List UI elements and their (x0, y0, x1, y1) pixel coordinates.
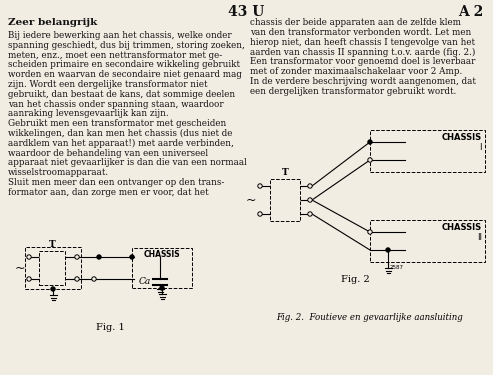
Circle shape (27, 255, 31, 259)
Text: I: I (480, 143, 482, 152)
Text: In de verdere beschrijving wordt aangenomen, dat: In de verdere beschrijving wordt aangeno… (250, 77, 476, 86)
Text: Fig. 1: Fig. 1 (96, 323, 124, 332)
Text: aardklem van het apparaat!) met aarde verbinden,: aardklem van het apparaat!) met aarde ve… (8, 139, 234, 148)
Text: gebruikt, dan bestaat de kans, dat sommige deelen: gebruikt, dan bestaat de kans, dat sommi… (8, 90, 235, 99)
Text: Fig. 2.  Foutieve en gevaarlijke aansluiting: Fig. 2. Foutieve en gevaarlijke aansluit… (277, 313, 463, 322)
Circle shape (130, 255, 134, 259)
Bar (370, 220, 485, 262)
Text: scheiden primaire en secondaire wikkeling gebruikt: scheiden primaire en secondaire wikkelin… (8, 60, 240, 69)
Text: van het chassis onder spanning staan, waardoor: van het chassis onder spanning staan, wa… (8, 100, 224, 109)
Text: ~: ~ (14, 261, 25, 274)
Text: CHASSIS: CHASSIS (442, 133, 482, 142)
Circle shape (27, 277, 31, 281)
Circle shape (386, 248, 390, 252)
Text: worden en waarvan de secondaire niet genaard mag: worden en waarvan de secondaire niet gen… (8, 70, 242, 79)
Circle shape (308, 198, 312, 202)
Text: meten, enz., moet een nettransformator met ge-: meten, enz., moet een nettransformator m… (8, 51, 222, 60)
Circle shape (75, 255, 79, 259)
Text: Ca: Ca (139, 276, 151, 285)
Text: een dergelijken transformator gebruikt wordt.: een dergelijken transformator gebruikt w… (250, 87, 456, 96)
Circle shape (75, 277, 79, 281)
Text: Zeer belangrijk: Zeer belangrijk (8, 18, 97, 27)
Text: aanraking levensgevaarlijk kan zijn.: aanraking levensgevaarlijk kan zijn. (8, 110, 169, 118)
Circle shape (258, 184, 262, 188)
Text: ~: ~ (246, 194, 256, 207)
Bar (270, 179, 300, 221)
Bar (132, 248, 192, 288)
Circle shape (97, 255, 101, 259)
Circle shape (51, 287, 55, 291)
Text: Fig. 2: Fig. 2 (341, 275, 369, 284)
Bar (39, 251, 65, 285)
Circle shape (92, 277, 96, 281)
Text: aarden van chassis II spanning t.o.v. aarde (fig. 2.): aarden van chassis II spanning t.o.v. aa… (250, 47, 475, 57)
Text: Een transformator voor genoemd doel is leverbaar: Een transformator voor genoemd doel is l… (250, 57, 475, 66)
Text: CHASSIS: CHASSIS (442, 223, 482, 232)
Bar (370, 130, 485, 172)
Text: chassis der beide apparaten aan de zelfde klem: chassis der beide apparaten aan de zelfd… (250, 18, 461, 27)
Text: 2587: 2587 (390, 265, 404, 270)
Circle shape (160, 286, 164, 290)
Text: Gebruikt men een transformator met gescheiden: Gebruikt men een transformator met gesch… (8, 119, 226, 128)
Circle shape (258, 212, 262, 216)
Text: hierop niet, dan heeft chassis I tengevolge van het: hierop niet, dan heeft chassis I tengevo… (250, 38, 475, 46)
Text: wikkelingen, dan kan men het chassis (dus niet de: wikkelingen, dan kan men het chassis (du… (8, 129, 232, 138)
Text: waardoor de behandeling van een universeel: waardoor de behandeling van een universe… (8, 148, 208, 158)
Text: II: II (477, 233, 482, 242)
Circle shape (368, 158, 372, 162)
Text: A 2: A 2 (458, 5, 483, 19)
Text: van den transformator verbonden wordt. Let men: van den transformator verbonden wordt. L… (250, 28, 471, 37)
Circle shape (308, 184, 312, 188)
Text: zijn. Wordt een dergelijke transformator niet: zijn. Wordt een dergelijke transformator… (8, 80, 208, 89)
Text: Bij iedere bewerking aan het chassis, welke onder: Bij iedere bewerking aan het chassis, we… (8, 31, 232, 40)
Text: T: T (49, 240, 55, 249)
Text: formator aan, dan zorge men er voor, dat het: formator aan, dan zorge men er voor, dat… (8, 188, 209, 197)
Text: CHASSIS: CHASSIS (143, 250, 180, 259)
Text: met of zonder maximaalschakelaar voor 2 Amp.: met of zonder maximaalschakelaar voor 2 … (250, 67, 462, 76)
Text: apparaat niet gevaarlijker is dan die van een normaal: apparaat niet gevaarlijker is dan die va… (8, 158, 247, 167)
Text: 43 U: 43 U (228, 5, 264, 19)
Circle shape (308, 212, 312, 216)
Circle shape (368, 230, 372, 234)
Text: spanning geschiedt, dus bij trimmen, storing zoeken,: spanning geschiedt, dus bij trimmen, sto… (8, 41, 245, 50)
Text: Sluit men meer dan een ontvanger op den trans-: Sluit men meer dan een ontvanger op den … (8, 178, 224, 187)
Text: wisselstroomapparaat.: wisselstroomapparaat. (8, 168, 109, 177)
Circle shape (368, 140, 372, 144)
Text: T: T (282, 168, 288, 177)
Bar (25, 247, 81, 289)
